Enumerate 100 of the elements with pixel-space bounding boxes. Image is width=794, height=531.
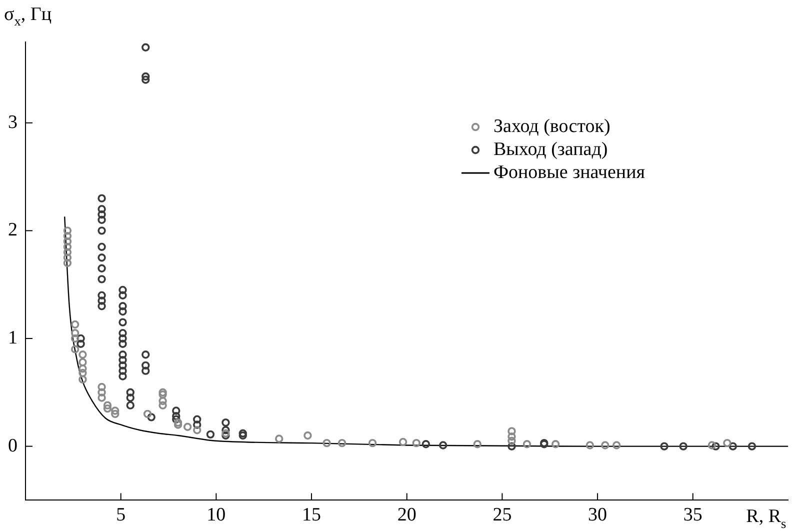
point (412, 438, 420, 448)
point (78, 350, 87, 359)
point (748, 442, 756, 450)
x-tick-label: 35 (683, 504, 702, 526)
point (98, 254, 106, 262)
point (118, 328, 127, 338)
point (172, 412, 180, 420)
point (508, 442, 516, 450)
point (222, 429, 230, 438)
point (338, 438, 346, 448)
point (142, 43, 150, 52)
point (174, 420, 182, 429)
point (118, 334, 127, 343)
point (438, 441, 448, 450)
point (158, 401, 167, 410)
y-tick-label: 0 (8, 435, 18, 456)
point (142, 76, 150, 84)
point (126, 401, 134, 410)
point (193, 415, 202, 424)
point (118, 340, 127, 348)
x-tick-label: 10 (206, 504, 226, 526)
legend-label: Выход (запад) (493, 138, 608, 160)
x-tick-label: 30 (588, 504, 608, 526)
point (111, 406, 120, 415)
point (78, 375, 87, 384)
point (473, 440, 482, 448)
point (103, 404, 112, 413)
point (522, 440, 532, 448)
point (147, 413, 156, 422)
point (183, 422, 192, 431)
point (98, 275, 106, 284)
point (98, 205, 106, 214)
point (508, 427, 516, 436)
point (508, 436, 516, 446)
point (222, 426, 230, 434)
point (118, 372, 127, 380)
x-tick-label: 25 (492, 504, 512, 526)
point (142, 361, 150, 370)
point (118, 307, 127, 316)
point (222, 418, 230, 427)
point (70, 345, 80, 354)
point (142, 72, 150, 81)
x-tick-label: 20 (397, 504, 416, 526)
point (111, 410, 120, 418)
point (275, 434, 284, 443)
point (142, 350, 150, 359)
point (78, 368, 87, 378)
point (98, 194, 106, 202)
point (63, 254, 72, 262)
point (172, 406, 180, 415)
point (63, 232, 72, 240)
point (63, 248, 72, 256)
point (78, 358, 87, 366)
y-tick-label: 3 (8, 112, 18, 133)
point (708, 441, 716, 450)
point (238, 431, 247, 440)
point (222, 431, 230, 440)
point (63, 258, 72, 268)
point (70, 334, 80, 343)
point (118, 350, 127, 359)
point (238, 429, 247, 438)
point (728, 442, 738, 450)
line-series (64, 216, 788, 447)
point (679, 442, 688, 450)
x-tick-label: 15 (302, 504, 322, 526)
point (158, 396, 167, 406)
point (98, 296, 106, 305)
point (118, 302, 127, 310)
point (76, 334, 85, 343)
point (586, 441, 594, 450)
point (118, 366, 127, 375)
point (712, 442, 720, 450)
point (660, 442, 668, 450)
point (103, 401, 112, 410)
point (98, 264, 106, 273)
point (70, 328, 80, 338)
point (174, 418, 182, 427)
point (98, 216, 106, 224)
point (98, 210, 106, 219)
point (368, 438, 377, 448)
point (98, 388, 106, 396)
point (601, 441, 610, 450)
point (118, 286, 127, 294)
point (142, 366, 150, 375)
point (206, 430, 215, 439)
point (70, 320, 80, 329)
point (98, 226, 106, 235)
point (126, 388, 134, 396)
point (612, 441, 621, 450)
point (723, 438, 732, 448)
point (158, 390, 167, 399)
point (98, 291, 106, 300)
point (398, 438, 408, 446)
point (118, 361, 127, 370)
point (172, 415, 180, 424)
point (193, 420, 202, 429)
point (193, 426, 202, 434)
point (98, 242, 106, 251)
point (143, 410, 152, 418)
point (63, 226, 72, 235)
